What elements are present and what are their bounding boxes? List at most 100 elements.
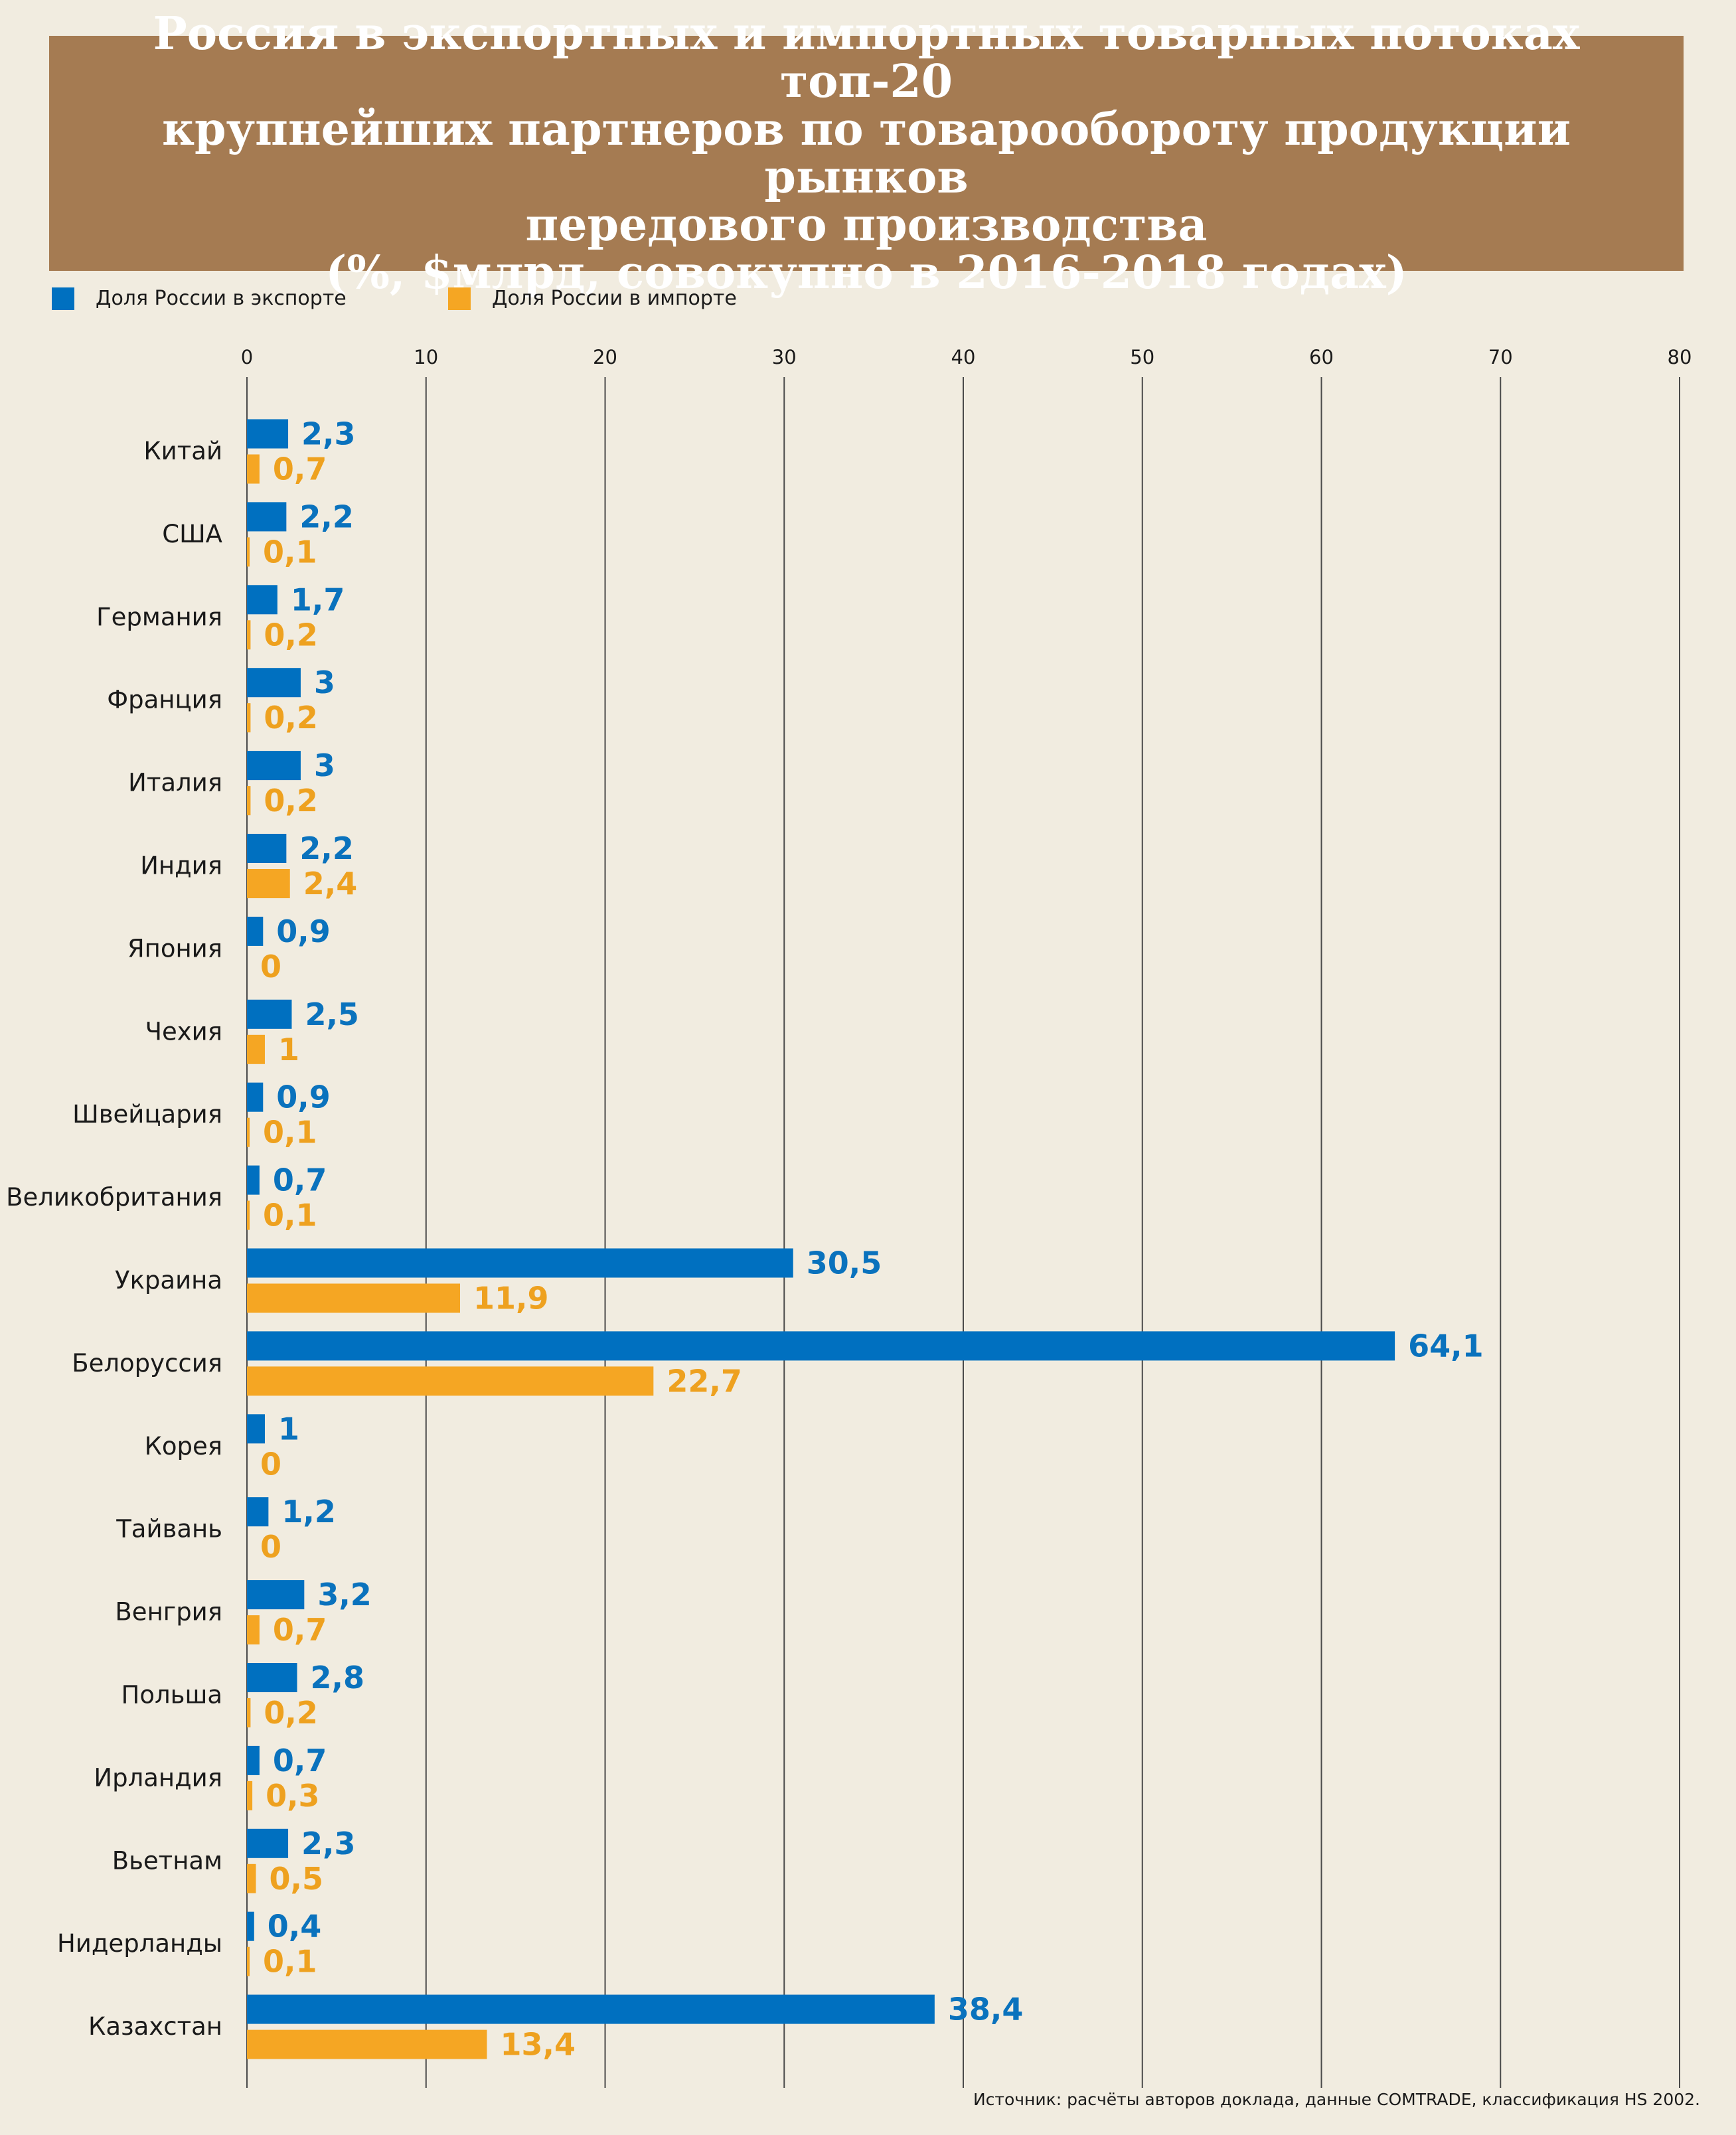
import-value-label: 0 — [260, 1446, 281, 1482]
export-value-label: 0,7 — [273, 1743, 327, 1779]
export-bar — [247, 1414, 265, 1444]
category-label: Швейцария — [72, 1100, 222, 1129]
x-tick-label-0: 0 — [241, 346, 253, 368]
category-label: Украина — [115, 1266, 222, 1295]
category-label: Корея — [145, 1432, 222, 1461]
import-value-label: 11,9 — [473, 1281, 549, 1316]
category-label: Великобритания — [6, 1183, 222, 1212]
chart-title: Россия в экспортных и импортных товарных… — [153, 7, 1580, 299]
import-value-label: 0 — [260, 1529, 281, 1565]
import-bar — [247, 454, 260, 484]
import-value-label: 0,2 — [264, 617, 318, 653]
x-tick-label-20: 20 — [593, 346, 617, 368]
export-value-label: 0,9 — [276, 913, 331, 949]
export-bar — [247, 1248, 793, 1278]
export-value-label: 3 — [314, 665, 335, 700]
import-value-label: 13,4 — [500, 2027, 576, 2063]
export-value-label: 38,4 — [948, 1992, 1024, 2027]
export-value-label: 1 — [278, 1411, 299, 1447]
category-label: Италия — [128, 769, 222, 797]
export-value-label: 1,2 — [281, 1494, 336, 1530]
export-value-label: 30,5 — [807, 1245, 882, 1281]
import-bar — [247, 1863, 256, 1893]
import-bar — [247, 703, 251, 733]
export-value-label: 2,5 — [305, 996, 359, 1032]
import-bar — [247, 1780, 253, 1810]
export-bar — [247, 834, 287, 863]
export-bar — [247, 1331, 1395, 1361]
export-value-label: 1,7 — [291, 582, 345, 617]
export-value-label: 2,3 — [301, 1826, 355, 1861]
export-value-label: 2,8 — [311, 1660, 365, 1696]
import-value-label: 0,1 — [263, 1944, 317, 1980]
import-bar — [247, 1117, 250, 1147]
import-value-label: 0,2 — [264, 1695, 318, 1731]
export-bar — [247, 585, 277, 615]
import-bar — [247, 786, 251, 816]
export-bar — [247, 1828, 289, 1858]
export-bar — [247, 751, 301, 781]
import-bar — [247, 1946, 250, 1976]
import-value-label: 0,2 — [264, 783, 318, 819]
export-value-label: 64,1 — [1408, 1328, 1484, 1364]
import-bar — [247, 1366, 654, 1396]
export-value-label: 0,9 — [276, 1079, 331, 1115]
category-label: Польша — [121, 1681, 222, 1709]
category-label: Венгрия — [115, 1598, 222, 1626]
export-bar — [247, 668, 301, 698]
import-bar — [247, 2029, 487, 2059]
import-value-label: 0,5 — [269, 1861, 323, 1897]
category-label: Япония — [127, 934, 222, 963]
legend-item-import: Доля России в импорте — [448, 287, 737, 310]
import-value-label: 0,1 — [263, 1115, 317, 1150]
category-label: Ирландия — [94, 1763, 222, 1792]
legend-label-export: Доля России в экспорте — [96, 287, 347, 310]
export-bar — [247, 419, 289, 449]
x-tick-label-70: 70 — [1488, 346, 1513, 368]
import-bar — [247, 869, 290, 898]
import-value-label: 0 — [260, 949, 281, 985]
import-bar — [247, 1615, 260, 1645]
category-label: Индия — [140, 852, 222, 880]
category-label: Тайвань — [116, 1515, 222, 1543]
export-value-label: 0,7 — [273, 1162, 327, 1198]
import-bar — [247, 620, 251, 650]
export-bar — [247, 1082, 264, 1112]
export-bar — [247, 916, 264, 946]
x-tick-label-30: 30 — [772, 346, 797, 368]
import-value-label: 22,7 — [667, 1363, 742, 1399]
x-tick-label-80: 80 — [1668, 346, 1692, 368]
legend-swatch-import — [448, 287, 471, 310]
category-label: Германия — [96, 603, 222, 631]
import-value-label: 0,7 — [273, 1612, 327, 1648]
export-value-label: 3,2 — [317, 1577, 372, 1613]
category-label: Чехия — [145, 1017, 222, 1046]
category-label: США — [162, 520, 222, 548]
export-value-label: 0,4 — [268, 1909, 322, 1944]
export-bar — [247, 502, 287, 532]
import-bar — [247, 537, 250, 567]
title-banner: Россия в экспортных и импортных товарных… — [49, 10, 1684, 297]
import-value-label: 1 — [278, 1032, 299, 1068]
import-bar — [247, 1698, 251, 1727]
category-label: Казахстан — [88, 2012, 222, 2041]
source-note: Источник: расчёты авторов доклада, данны… — [973, 2090, 1700, 2109]
legend-item-export: Доля России в экспорте — [52, 287, 347, 310]
x-tick-label-60: 60 — [1309, 346, 1334, 368]
x-tick-label-50: 50 — [1130, 346, 1154, 368]
export-bar — [247, 1497, 269, 1527]
import-value-label: 0,1 — [263, 534, 317, 570]
import-value-label: 0,2 — [264, 700, 318, 736]
import-bar — [247, 1034, 265, 1064]
export-bar — [247, 1580, 305, 1610]
export-bar — [247, 1911, 254, 1941]
export-bar — [247, 1745, 260, 1775]
x-tick-label-40: 40 — [951, 346, 976, 368]
export-value-label: 2,2 — [299, 499, 353, 534]
export-value-label: 3 — [314, 748, 335, 783]
export-bar — [247, 1165, 260, 1195]
export-value-label: 2,2 — [299, 830, 353, 866]
export-value-label: 2,3 — [301, 416, 355, 452]
import-value-label: 0,7 — [273, 451, 327, 487]
